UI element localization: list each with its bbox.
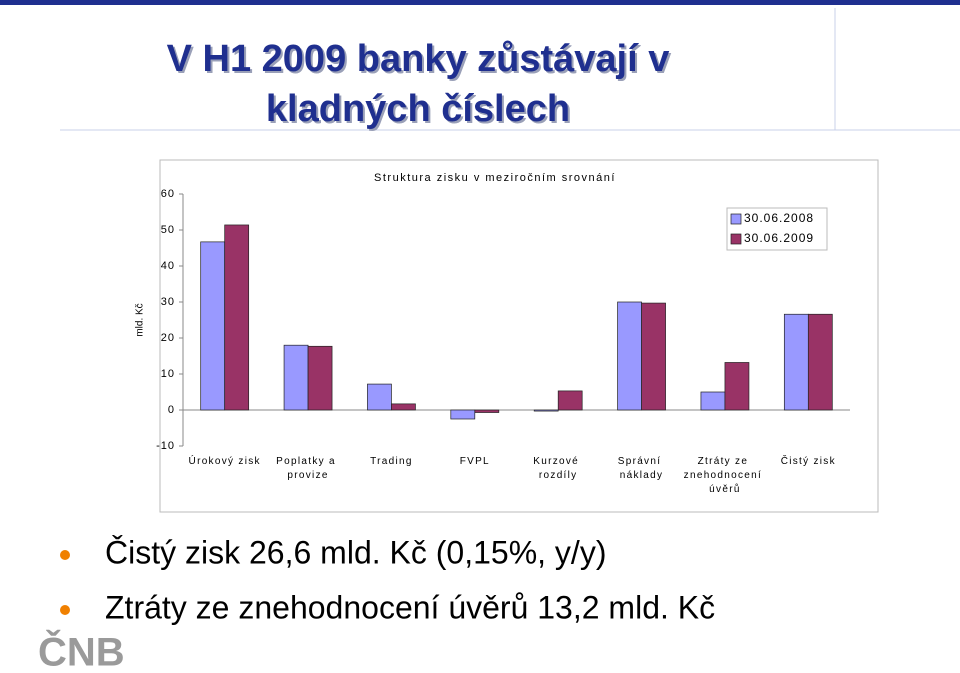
y-tick-label: 40	[161, 260, 175, 272]
bar	[474, 409, 500, 413]
bar	[283, 344, 309, 411]
bar	[200, 241, 226, 411]
legend-label: 30.06.2009	[744, 231, 814, 245]
y-tick-label: 20	[161, 332, 175, 344]
x-tick-label: Trading	[370, 456, 413, 467]
y-tick-label: 50	[161, 224, 175, 236]
x-tick-label: Správní náklady	[618, 456, 666, 481]
title-shadow: kladných číslech	[268, 90, 572, 132]
bullet-dot	[60, 605, 70, 615]
title-line: kladných číslech	[266, 88, 570, 130]
bar	[807, 313, 833, 411]
bar	[307, 345, 333, 411]
x-tick-label: FVPL	[460, 456, 490, 467]
bar	[724, 362, 750, 411]
legend-swatch	[730, 233, 742, 245]
bar	[224, 224, 250, 411]
bar	[557, 390, 583, 411]
bullet: Ztráty ze znehodnocení úvěrů 13,2 mld. K…	[105, 589, 715, 625]
x-tick-label: Ztráty ze znehodnocení úvěrů	[684, 456, 767, 495]
bar	[700, 391, 726, 411]
y-tick-label: 0	[168, 404, 175, 416]
title-shadow: V H1 2009 banky zůstávají v	[169, 40, 672, 82]
y-tick-label: 10	[161, 368, 175, 380]
x-tick-label: Úrokový zisk	[189, 454, 261, 467]
bar	[641, 302, 666, 411]
y-tick-label: -10	[156, 440, 175, 452]
bar	[367, 383, 392, 411]
legend-box	[726, 207, 828, 251]
title-line: V H1 2009 banky zůstávají v	[167, 38, 670, 80]
legend-label: 30.06.2008	[744, 211, 814, 225]
bullet: Čistý zisk 26,6 mld. Kč (0,15%, y/y)	[105, 534, 606, 570]
y-axis-label: mld. Kč	[135, 303, 146, 336]
top-bar	[0, 0, 960, 5]
bar	[783, 313, 809, 411]
y-tick-label: 30	[161, 296, 175, 308]
bar	[533, 409, 559, 412]
bar	[450, 409, 476, 420]
bar	[617, 301, 642, 411]
x-tick-label: Poplatky a provize	[276, 456, 340, 481]
chart-title: Struktura zisku v meziročním srovnání	[374, 172, 616, 184]
bullet-dot	[60, 550, 70, 560]
slide-title: V H1 2009 banky zůstávají v kladných čís…	[167, 38, 672, 132]
bar	[391, 403, 416, 411]
legend-swatch	[730, 213, 742, 225]
x-tick-label: Kurzové rozdíly	[533, 456, 583, 481]
logo: ČNB	[38, 629, 125, 673]
x-tick-label: Čistý zisk	[781, 454, 836, 467]
y-tick-label: 60	[161, 188, 175, 200]
